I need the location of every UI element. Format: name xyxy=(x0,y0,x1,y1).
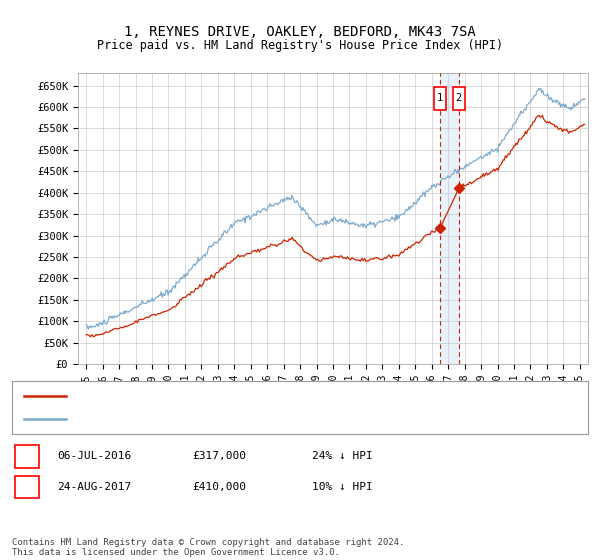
Bar xyxy=(440,73,459,364)
Bar xyxy=(453,86,464,110)
Text: Contains HM Land Registry data © Crown copyright and database right 2024.
This d: Contains HM Land Registry data © Crown c… xyxy=(12,538,404,557)
Text: 2: 2 xyxy=(23,482,31,492)
Text: £410,000: £410,000 xyxy=(192,482,246,492)
Text: 1: 1 xyxy=(437,94,443,104)
Text: 10% ↓ HPI: 10% ↓ HPI xyxy=(312,482,373,492)
Text: £317,000: £317,000 xyxy=(192,451,246,461)
Text: 1, REYNES DRIVE, OAKLEY, BEDFORD, MK43 7SA: 1, REYNES DRIVE, OAKLEY, BEDFORD, MK43 7… xyxy=(124,25,476,39)
Text: 1, REYNES DRIVE, OAKLEY, BEDFORD, MK43 7SA (detached house): 1, REYNES DRIVE, OAKLEY, BEDFORD, MK43 7… xyxy=(72,391,419,401)
Text: HPI: Average price, detached house, Bedford: HPI: Average price, detached house, Bedf… xyxy=(72,414,325,424)
Text: 24% ↓ HPI: 24% ↓ HPI xyxy=(312,451,373,461)
Text: 2: 2 xyxy=(456,94,462,104)
Text: 06-JUL-2016: 06-JUL-2016 xyxy=(57,451,131,461)
Text: Price paid vs. HM Land Registry's House Price Index (HPI): Price paid vs. HM Land Registry's House … xyxy=(97,39,503,52)
Text: 1: 1 xyxy=(23,451,31,461)
Text: 24-AUG-2017: 24-AUG-2017 xyxy=(57,482,131,492)
Bar xyxy=(434,86,446,110)
